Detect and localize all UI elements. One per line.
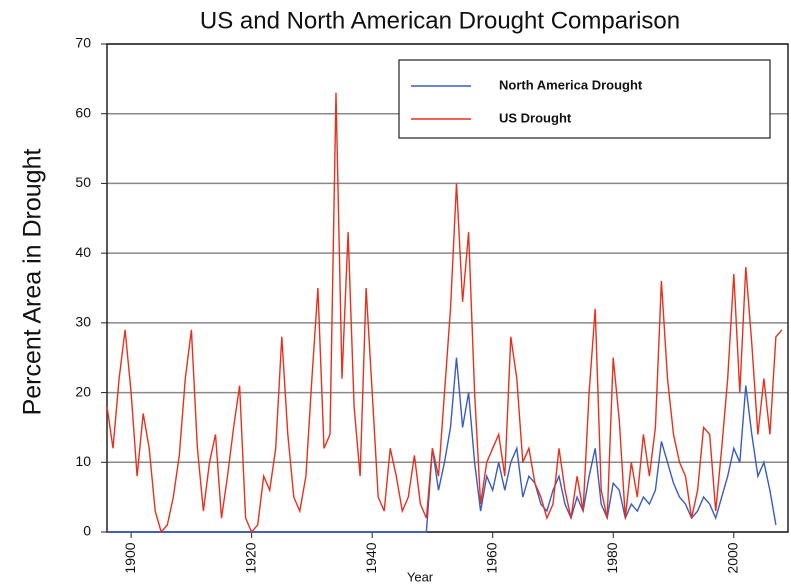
y-tick-label: 40: [75, 244, 91, 260]
x-tick-label: 2000: [724, 542, 740, 573]
plot-frame: [106, 43, 789, 533]
y-tick-label: 20: [75, 383, 91, 399]
y-tick-label: 30: [75, 314, 91, 330]
chart-title: US and North American Drought Comparison: [200, 7, 680, 34]
y-tick-label: 50: [75, 174, 91, 190]
x-tick-label: 1940: [363, 542, 379, 573]
y-tick-label: 0: [83, 523, 91, 539]
x-tick-label: 1960: [483, 542, 499, 573]
y-tick-label: 10: [75, 453, 91, 469]
legend-box: [398, 59, 771, 139]
x-tick-label: 1920: [242, 542, 258, 573]
y-axis-label: Percent Area in Drought: [19, 149, 47, 416]
y-tick-label: 70: [75, 35, 91, 51]
y-tick-label: 60: [75, 104, 91, 120]
data-line: [107, 357, 777, 533]
legend-label: US Drought: [499, 110, 572, 125]
legend-label: North America Drought: [499, 77, 643, 92]
x-axis-label: Year: [407, 569, 434, 584]
x-tick-label: 1900: [122, 542, 138, 573]
data-line: [106, 92, 783, 534]
x-tick-label: 1980: [604, 542, 620, 573]
